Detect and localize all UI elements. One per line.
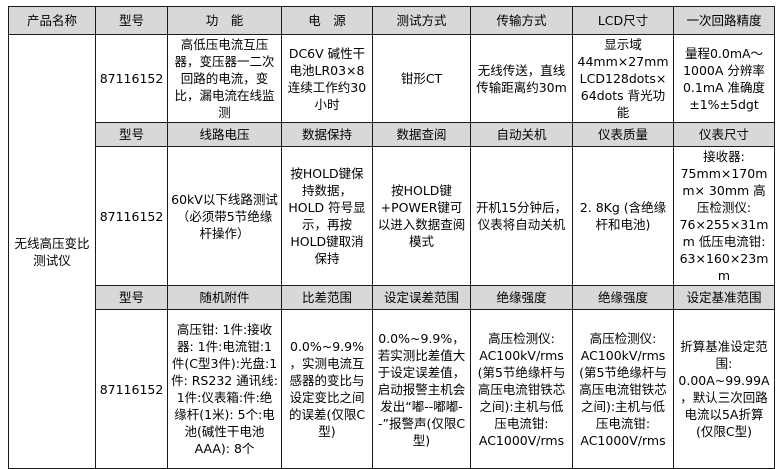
col-header-insulation-strength-1: 绝缘强度 (470, 285, 573, 310)
ratio-error-range-cell: 0.0%~9.9%，实测电流互感器的变比与设定变比之间的误差(仅限C型) (281, 309, 373, 469)
col-header-lcd-size: LCD尺寸 (572, 6, 674, 35)
col-header-set-error-range: 设定误差范围 (372, 285, 471, 310)
col-header-data-review: 数据查阅 (372, 122, 471, 147)
insulation-strength-cell-2: 高压检测仪: AC100kV/rms (第5节绝缘杆与高压电流钳铁芯之间):主机… (572, 309, 674, 469)
model-cell-row1: 87116152 (95, 34, 168, 123)
col-header-model: 型号 (95, 6, 168, 35)
model-cell-row3: 87116152 (95, 309, 168, 469)
reference-range-cell: 折算基准设定范围: 0.00A~99.99A，默认三次回路电流以5A折算(仅限C… (673, 309, 775, 469)
transmission-cell: 无线传送，直线传输距离约30m (470, 34, 573, 123)
insulation-strength-cell-1: 高压检测仪: AC100kV/rms (第5节绝缘杆与高压电流钳铁芯之间):主机… (470, 309, 573, 469)
accessories-cell: 高压钳: 1件:接收器: 1件:电流钳:1件(C型3件):光盘:1件: RS23… (167, 309, 282, 469)
meter-size-cell: 接收器: 75mm×170mm× 30mm 高压检测仪: 76×255×31mm… (673, 146, 775, 286)
auto-power-off-cell: 开机15分钟后，仪表将自动关机 (470, 146, 573, 286)
function-cell: 高低压电流互压器，变压器一二次回路的电流，变比，漏电流在线监测 (167, 34, 282, 123)
col-header-data-hold: 数据保持 (281, 122, 373, 147)
product-spec-table: 产品名称 型号 功 能 电 源 测试方式 传输方式 LCD尺寸 一次回路精度 无… (8, 6, 775, 469)
meter-weight-cell: 2. 8Kg (含绝缘杆和电池) (572, 146, 674, 286)
col-header-meter-weight: 仪表质量 (572, 122, 674, 147)
model-cell-row2: 87116152 (95, 146, 168, 286)
power-cell: DC6V 碱性干电池LR03×8连续工作约30小时 (281, 34, 373, 123)
lcd-size-cell: 显示域44mm×27mm LCD128dots×64dots 背光功能 (572, 34, 674, 123)
col-header-test-method: 测试方式 (372, 6, 471, 35)
page: 产品名称 型号 功 能 电 源 测试方式 传输方式 LCD尺寸 一次回路精度 无… (8, 6, 775, 469)
col-header-auto-power-off: 自动关机 (470, 122, 573, 147)
product-name-cell: 无线高压变比测试仪 (8, 34, 96, 469)
data-review-cell: 按HOLD键+POWER键可以进入数据查阅模式 (372, 146, 471, 286)
test-method-cell: 钳形CT (372, 34, 471, 123)
subheader-model-3: 型号 (95, 285, 168, 310)
col-header-meter-size: 仪表尺寸 (673, 122, 775, 147)
set-error-range-cell: 0.0%~9.9%，若实测比差值大于设定误差值，启动报警主机会发出“嘟--嘟嘟-… (372, 309, 471, 469)
col-header-reference-range: 设定基准范围 (673, 285, 775, 310)
col-header-product-name: 产品名称 (8, 6, 96, 35)
line-voltage-cell: 60kV以下线路测试（必须带5节绝缘杆操作） (167, 146, 282, 286)
col-header-ratio-error-range: 比差范围 (281, 285, 373, 310)
data-hold-cell: 按HOLD键保持数据，HOLD 符号显示，再按HOLD键取消保持 (281, 146, 373, 286)
col-header-primary-circuit-accuracy: 一次回路精度 (673, 6, 775, 35)
col-header-power: 电 源 (281, 6, 373, 35)
col-header-function: 功 能 (167, 6, 282, 35)
col-header-insulation-strength-2: 绝缘强度 (572, 285, 674, 310)
col-header-transmission: 传输方式 (470, 6, 573, 35)
primary-accuracy-cell: 量程0.0mA～1000A 分辨率0.1mA 准确度±1%±5dgt (673, 34, 775, 123)
col-header-accessories: 随机附件 (167, 285, 282, 310)
subheader-model-2: 型号 (95, 122, 168, 147)
col-header-line-voltage: 线路电压 (167, 122, 282, 147)
